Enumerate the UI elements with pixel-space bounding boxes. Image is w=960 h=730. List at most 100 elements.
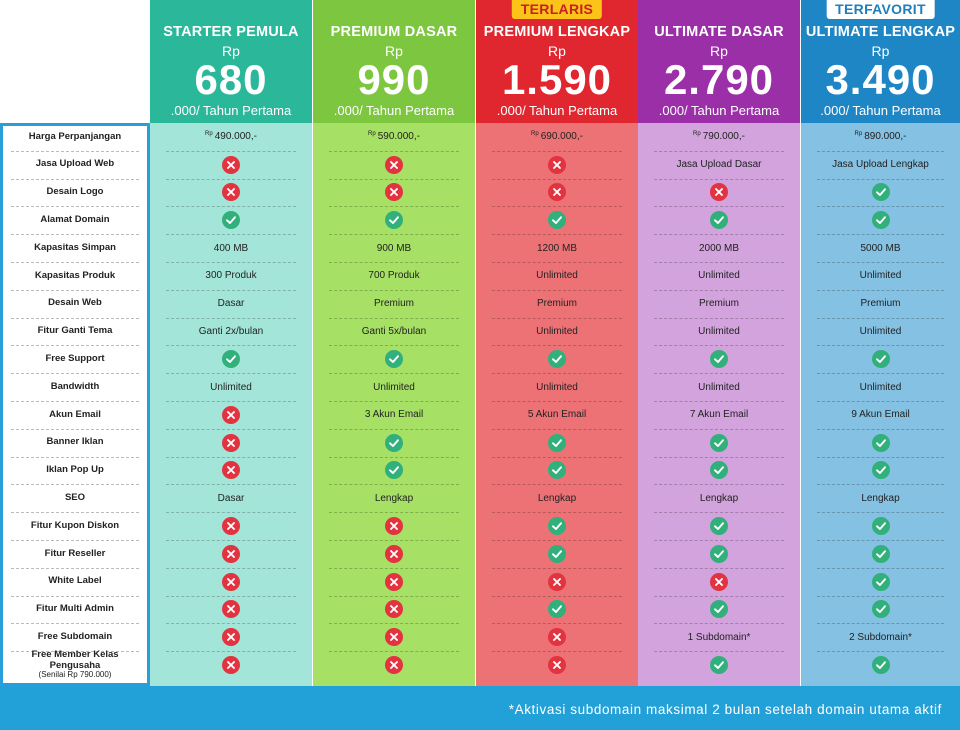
check-icon (871, 517, 890, 536)
row-divider (654, 317, 784, 319)
feature-cell: 5000 MB (801, 234, 960, 262)
cross-icon (385, 656, 403, 675)
label-divider (11, 373, 139, 375)
feature-label-text: Banner Iklan (46, 436, 104, 448)
row-divider (492, 428, 622, 430)
row-divider (166, 595, 296, 597)
feature-cell (801, 568, 960, 596)
row-divider (492, 317, 622, 319)
row-divider (817, 317, 944, 319)
feature-cell (476, 623, 638, 651)
feature-label: SEO (7, 484, 143, 512)
feature-label-text: Jasa Upload Web (35, 158, 115, 170)
row-divider (166, 262, 296, 263)
plan-currency: Rp (385, 43, 403, 59)
feature-cell (476, 345, 638, 373)
check-icon (710, 544, 728, 563)
feature-cell: Unlimited (801, 318, 960, 346)
check-icon (710, 656, 728, 675)
row-divider (329, 623, 459, 625)
plan-features: Rp 790.000,- Jasa Upload Dasar 2000 MB Unlim… (638, 123, 800, 686)
plan-name: ULTIMATE DASAR (654, 24, 784, 40)
row-divider (166, 456, 296, 458)
check-icon (548, 544, 566, 563)
plan-price-suffix: .000/ Tahun Pertama (658, 103, 780, 118)
feature-cell (150, 206, 312, 234)
currency-prefix: Rp (531, 130, 539, 137)
feature-cell (150, 596, 312, 624)
cross-icon (385, 517, 403, 536)
feature-value: Ganti 5x/bulan (361, 325, 427, 337)
feature-cell (801, 345, 960, 373)
row-divider (654, 540, 784, 541)
feature-cell: Lengkap (476, 484, 638, 512)
feature-cell: 1 Subdomain* (638, 623, 800, 651)
feature-label: Kapasitas Simpan (7, 234, 143, 262)
plan-column: TERLARIS PREMIUM LENGKAP Rp 1.590.000/ Tahu… (476, 0, 638, 686)
feature-cell (638, 568, 800, 596)
row-divider (329, 651, 459, 653)
row-divider (329, 401, 459, 402)
feature-value: 2 Subdomain* (849, 631, 912, 643)
feature-cell (476, 179, 638, 207)
feature-value: Unlimited (373, 381, 415, 393)
check-icon (871, 656, 890, 675)
cross-icon (222, 461, 240, 480)
feature-cell (801, 512, 960, 540)
plan-price: 3.490 (825, 56, 936, 103)
row-divider (166, 651, 296, 653)
label-divider (11, 567, 139, 569)
label-divider (11, 150, 139, 152)
currency-prefix: Rp (854, 130, 863, 137)
feature-value: 2000 MB (698, 242, 740, 254)
row-divider (654, 234, 784, 236)
row-divider (817, 234, 944, 236)
feature-cell: 700 Produk (313, 262, 475, 290)
row-divider (329, 512, 459, 514)
row-divider (817, 428, 944, 430)
feature-cell (150, 151, 312, 179)
feature-value: 1200 MB (536, 242, 578, 254)
check-icon (871, 572, 890, 591)
cross-icon (222, 405, 240, 424)
row-divider (329, 234, 459, 236)
feature-cell: Premium (638, 290, 800, 318)
plan-column: ULTIMATE DASAR Rp 2.790.000/ Tahun Pertama… (638, 0, 800, 686)
row-divider (654, 178, 784, 180)
feature-cell (150, 457, 312, 485)
row-divider (492, 512, 622, 514)
feature-label-text: Iklan Pop Up (46, 464, 104, 476)
plan-name: STARTER PEMULA (163, 24, 299, 40)
plan-header: ULTIMATE DASAR Rp 2.790.000/ Tahun Pertama (638, 0, 800, 123)
check-icon (871, 350, 890, 369)
feature-value: Unlimited (210, 381, 252, 393)
feature-label-text: SEO (64, 492, 86, 504)
label-divider (11, 317, 139, 319)
feature-label-text: Alamat Domain (40, 214, 110, 226)
feature-label: Free Member Kelas Pengusaha (Senilai Rp 7… (7, 650, 143, 679)
row-divider (329, 289, 459, 291)
row-divider (166, 206, 296, 208)
row-divider (166, 540, 296, 541)
feature-cell (150, 623, 312, 651)
check-icon (710, 600, 728, 619)
feature-label-text: Fitur Reseller (44, 547, 106, 559)
row-divider (166, 317, 296, 319)
feature-cell: Unlimited (476, 318, 638, 346)
feature-cell: 9 Akun Email (801, 401, 960, 429)
feature-value: Premium (698, 298, 739, 310)
feature-value: Lengkap (699, 492, 739, 504)
plan-price-suffix: .000/ Tahun Pertama (170, 103, 292, 118)
feature-cell (150, 429, 312, 457)
feature-cell: 900 MB (313, 234, 475, 262)
feature-label: White Label (7, 568, 143, 596)
plan-price: 680 (194, 56, 268, 103)
feature-cell (638, 596, 800, 624)
row-divider (492, 289, 622, 291)
row-divider (817, 456, 944, 458)
plan-price-suffix: .000/ Tahun Pertama (333, 103, 455, 118)
currency-prefix: Rp (368, 130, 376, 137)
feature-cell (313, 429, 475, 457)
feature-value: Dasar (217, 298, 245, 310)
